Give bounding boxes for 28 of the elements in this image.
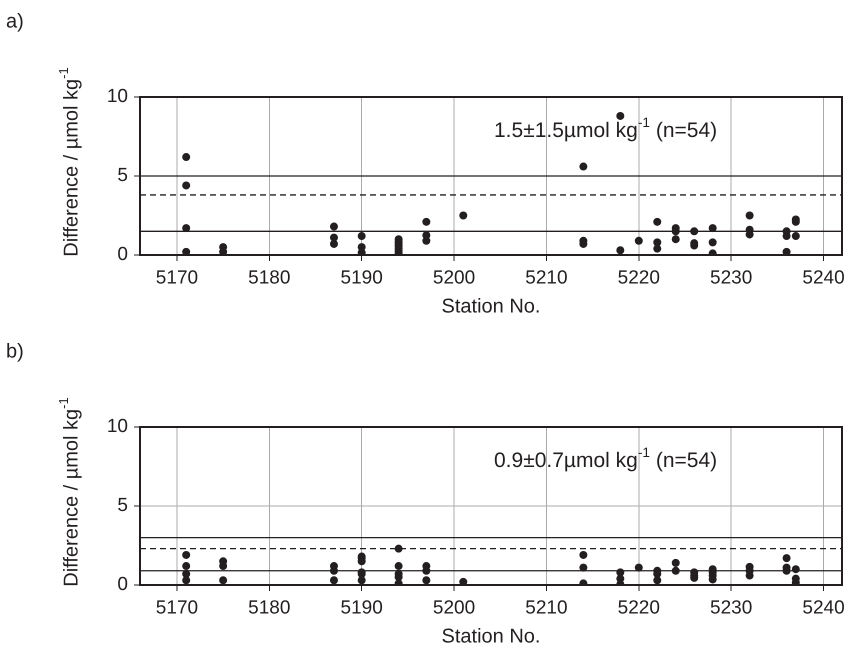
x-tick-label: 5220 (618, 268, 660, 289)
x-tick-label: 5230 (710, 268, 752, 289)
x-tick-label: 5180 (248, 268, 290, 289)
x-tick-label: 5210 (525, 268, 568, 289)
x-tick-label: 5170 (156, 598, 198, 619)
x-tick-label: 5190 (340, 268, 383, 289)
x-tick-label: 5180 (248, 598, 290, 619)
y-tick-label: 0 (117, 244, 128, 266)
y-tick-label: 5 (117, 165, 128, 186)
x-tick-label: 5210 (525, 598, 568, 619)
y-tick-label: 0 (117, 574, 128, 596)
y-axis-title: Difference / µmol kg-1 (56, 67, 83, 257)
y-tick-label: 5 (117, 495, 128, 516)
chart-title: b) (6, 340, 24, 363)
x-axis-title: Station No. (442, 296, 540, 318)
x-tick-label: 5200 (432, 598, 476, 619)
x-tick-label: 5240 (802, 598, 845, 619)
x-tick-label: 5220 (618, 598, 660, 619)
x-tick-label: 5200 (432, 268, 476, 289)
x-tick-label: 5190 (340, 598, 383, 619)
x-tick-label: 5230 (710, 598, 752, 619)
x-tick-label: 5240 (802, 268, 845, 289)
y-tick-label: 10 (106, 86, 128, 108)
y-tick-label: 10 (106, 416, 128, 438)
x-axis-title: Station No. (442, 626, 540, 648)
chart-title: a) (6, 10, 24, 33)
y-axis-title: Difference / µmol kg-1 (56, 397, 83, 587)
x-tick-label: 5170 (156, 268, 198, 289)
